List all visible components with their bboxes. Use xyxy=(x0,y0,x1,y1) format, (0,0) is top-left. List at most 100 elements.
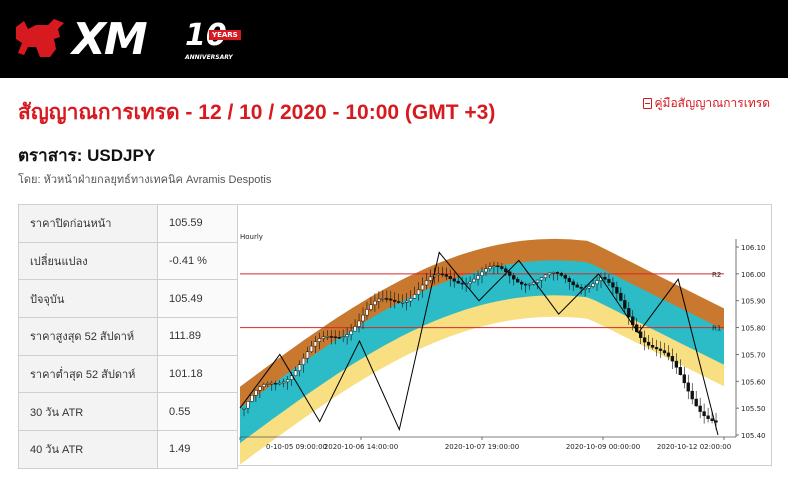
anniversary-badge: 10 YEARS ANNIVERSARY xyxy=(185,18,245,62)
candle-body xyxy=(424,280,429,286)
candle-body xyxy=(274,382,278,385)
candle-body xyxy=(270,382,274,385)
stats-label: 40 วัน ATR xyxy=(18,430,158,469)
candle-body xyxy=(547,272,552,276)
candle-body xyxy=(531,282,536,285)
candle-body xyxy=(460,282,464,285)
candle-body xyxy=(662,350,667,354)
stats-label: ราคาต่ำสุด 52 สัปดาห์ xyxy=(18,354,158,394)
candle-body xyxy=(317,338,322,342)
candle-body xyxy=(555,272,560,274)
stats-row: 40 วัน ATR 1.49 xyxy=(18,430,238,469)
candle-body xyxy=(539,277,544,281)
candle-body xyxy=(373,300,377,305)
stats-row: ปัจจุบัน 105.49 xyxy=(18,279,238,319)
chart-svg: Hourly R2 R1 106.10 106.00 105.90 105.80 105.70… xyxy=(239,233,766,465)
candle-body xyxy=(428,276,433,281)
candle-body xyxy=(575,284,579,288)
candle-body xyxy=(401,302,405,304)
price-chart: Hourly R2 R1 106.10 106.00 105.90 105.80 105.70… xyxy=(237,204,772,466)
stats-label: 30 วัน ATR xyxy=(18,392,158,432)
candle-body xyxy=(282,381,286,384)
stats-value: 1.49 xyxy=(157,430,238,469)
candle-body xyxy=(670,356,675,362)
stats-row: 30 วัน ATR 0.55 xyxy=(18,392,238,432)
candle-body xyxy=(289,375,294,380)
candle-body xyxy=(646,341,651,346)
stats-table: ราคาปิดก่อนหน้า 105.59 เปลี่ยนแปลง -0.41 % ป… xyxy=(18,204,238,469)
candle-body xyxy=(611,282,615,288)
candle-body xyxy=(480,271,484,276)
candle-body xyxy=(361,314,365,322)
candle-body xyxy=(349,330,353,335)
candle-body xyxy=(706,415,710,419)
candle-body xyxy=(436,273,441,276)
x-tick-label: 2020-10-06 14:00:00 xyxy=(324,443,398,451)
author-line: โดย: หัวหน้าฝ่ายกลยุทธ์ทางเทคนิค Avramis… xyxy=(18,174,272,186)
candle-body xyxy=(258,386,262,391)
candle-body xyxy=(444,274,448,277)
stats-label: ปัจจุบัน xyxy=(18,279,158,319)
candle-body xyxy=(301,357,306,365)
candle-body xyxy=(468,281,472,284)
stats-label: เปลี่ยนแปลง xyxy=(18,241,158,281)
candle-body xyxy=(389,298,393,301)
candle-body xyxy=(639,331,643,338)
candle-body xyxy=(678,367,682,375)
candle-body xyxy=(246,401,250,409)
candle-body xyxy=(690,390,694,400)
candle-body xyxy=(698,405,702,412)
y-tick-label: 105.80 xyxy=(741,325,766,333)
candle-body xyxy=(329,336,333,338)
candle-body xyxy=(309,345,314,353)
top-banner: XM 10 YEARS ANNIVERSARY xyxy=(0,0,788,78)
pdf-icon xyxy=(642,98,652,109)
candle-body xyxy=(512,275,516,280)
candle-body xyxy=(658,348,663,351)
y-tick-label: 105.60 xyxy=(741,378,766,386)
candle-body xyxy=(615,286,619,294)
candle-body xyxy=(591,283,595,287)
stats-value: 111.89 xyxy=(157,317,238,356)
x-tick-label: 0-10-05 09:00:00 xyxy=(266,443,327,451)
candle-body xyxy=(325,336,329,338)
level-label-r2: R2 xyxy=(712,271,721,279)
candle-body xyxy=(619,292,623,301)
xm-logo[interactable]: XM xyxy=(14,14,148,65)
candle-body xyxy=(412,294,417,299)
candle-body xyxy=(488,266,492,270)
zigzag-line xyxy=(239,251,719,436)
candle-body xyxy=(504,268,508,273)
stats-value: 105.59 xyxy=(157,204,238,243)
guide-link[interactable]: คู่มือสัญญาณการเทรด xyxy=(642,94,770,113)
candle-body xyxy=(305,351,310,359)
candle-body xyxy=(492,265,496,268)
candle-body xyxy=(397,301,401,303)
stats-label: ราคาสูงสุด 52 สัปดาห์ xyxy=(18,317,158,356)
stats-value: 0.55 xyxy=(157,392,238,432)
level-label-r1: R1 xyxy=(712,325,721,333)
candle-body xyxy=(579,287,583,289)
candle-body xyxy=(278,382,282,385)
candle-body xyxy=(523,283,528,286)
candle-body xyxy=(293,370,298,377)
candle-body xyxy=(254,390,258,396)
candle-body xyxy=(642,337,647,343)
candle-body xyxy=(603,276,607,280)
candle-body xyxy=(710,418,714,421)
y-tick-label: 105.90 xyxy=(741,298,766,306)
candle-body xyxy=(357,320,361,327)
candle-body xyxy=(702,411,706,417)
candle-body xyxy=(666,352,671,357)
stats-value: 101.18 xyxy=(157,354,238,394)
candle-body xyxy=(496,265,500,268)
y-tick-label: 105.70 xyxy=(741,351,766,359)
candle-body xyxy=(686,382,690,392)
y-tick-label: 105.40 xyxy=(741,432,766,440)
anniversary-label: ANNIVERSARY xyxy=(185,54,233,61)
candle-body xyxy=(627,308,631,317)
candle-body xyxy=(484,268,488,273)
candle-body xyxy=(408,298,413,302)
bull-icon xyxy=(16,19,64,57)
candle-body xyxy=(440,273,444,276)
